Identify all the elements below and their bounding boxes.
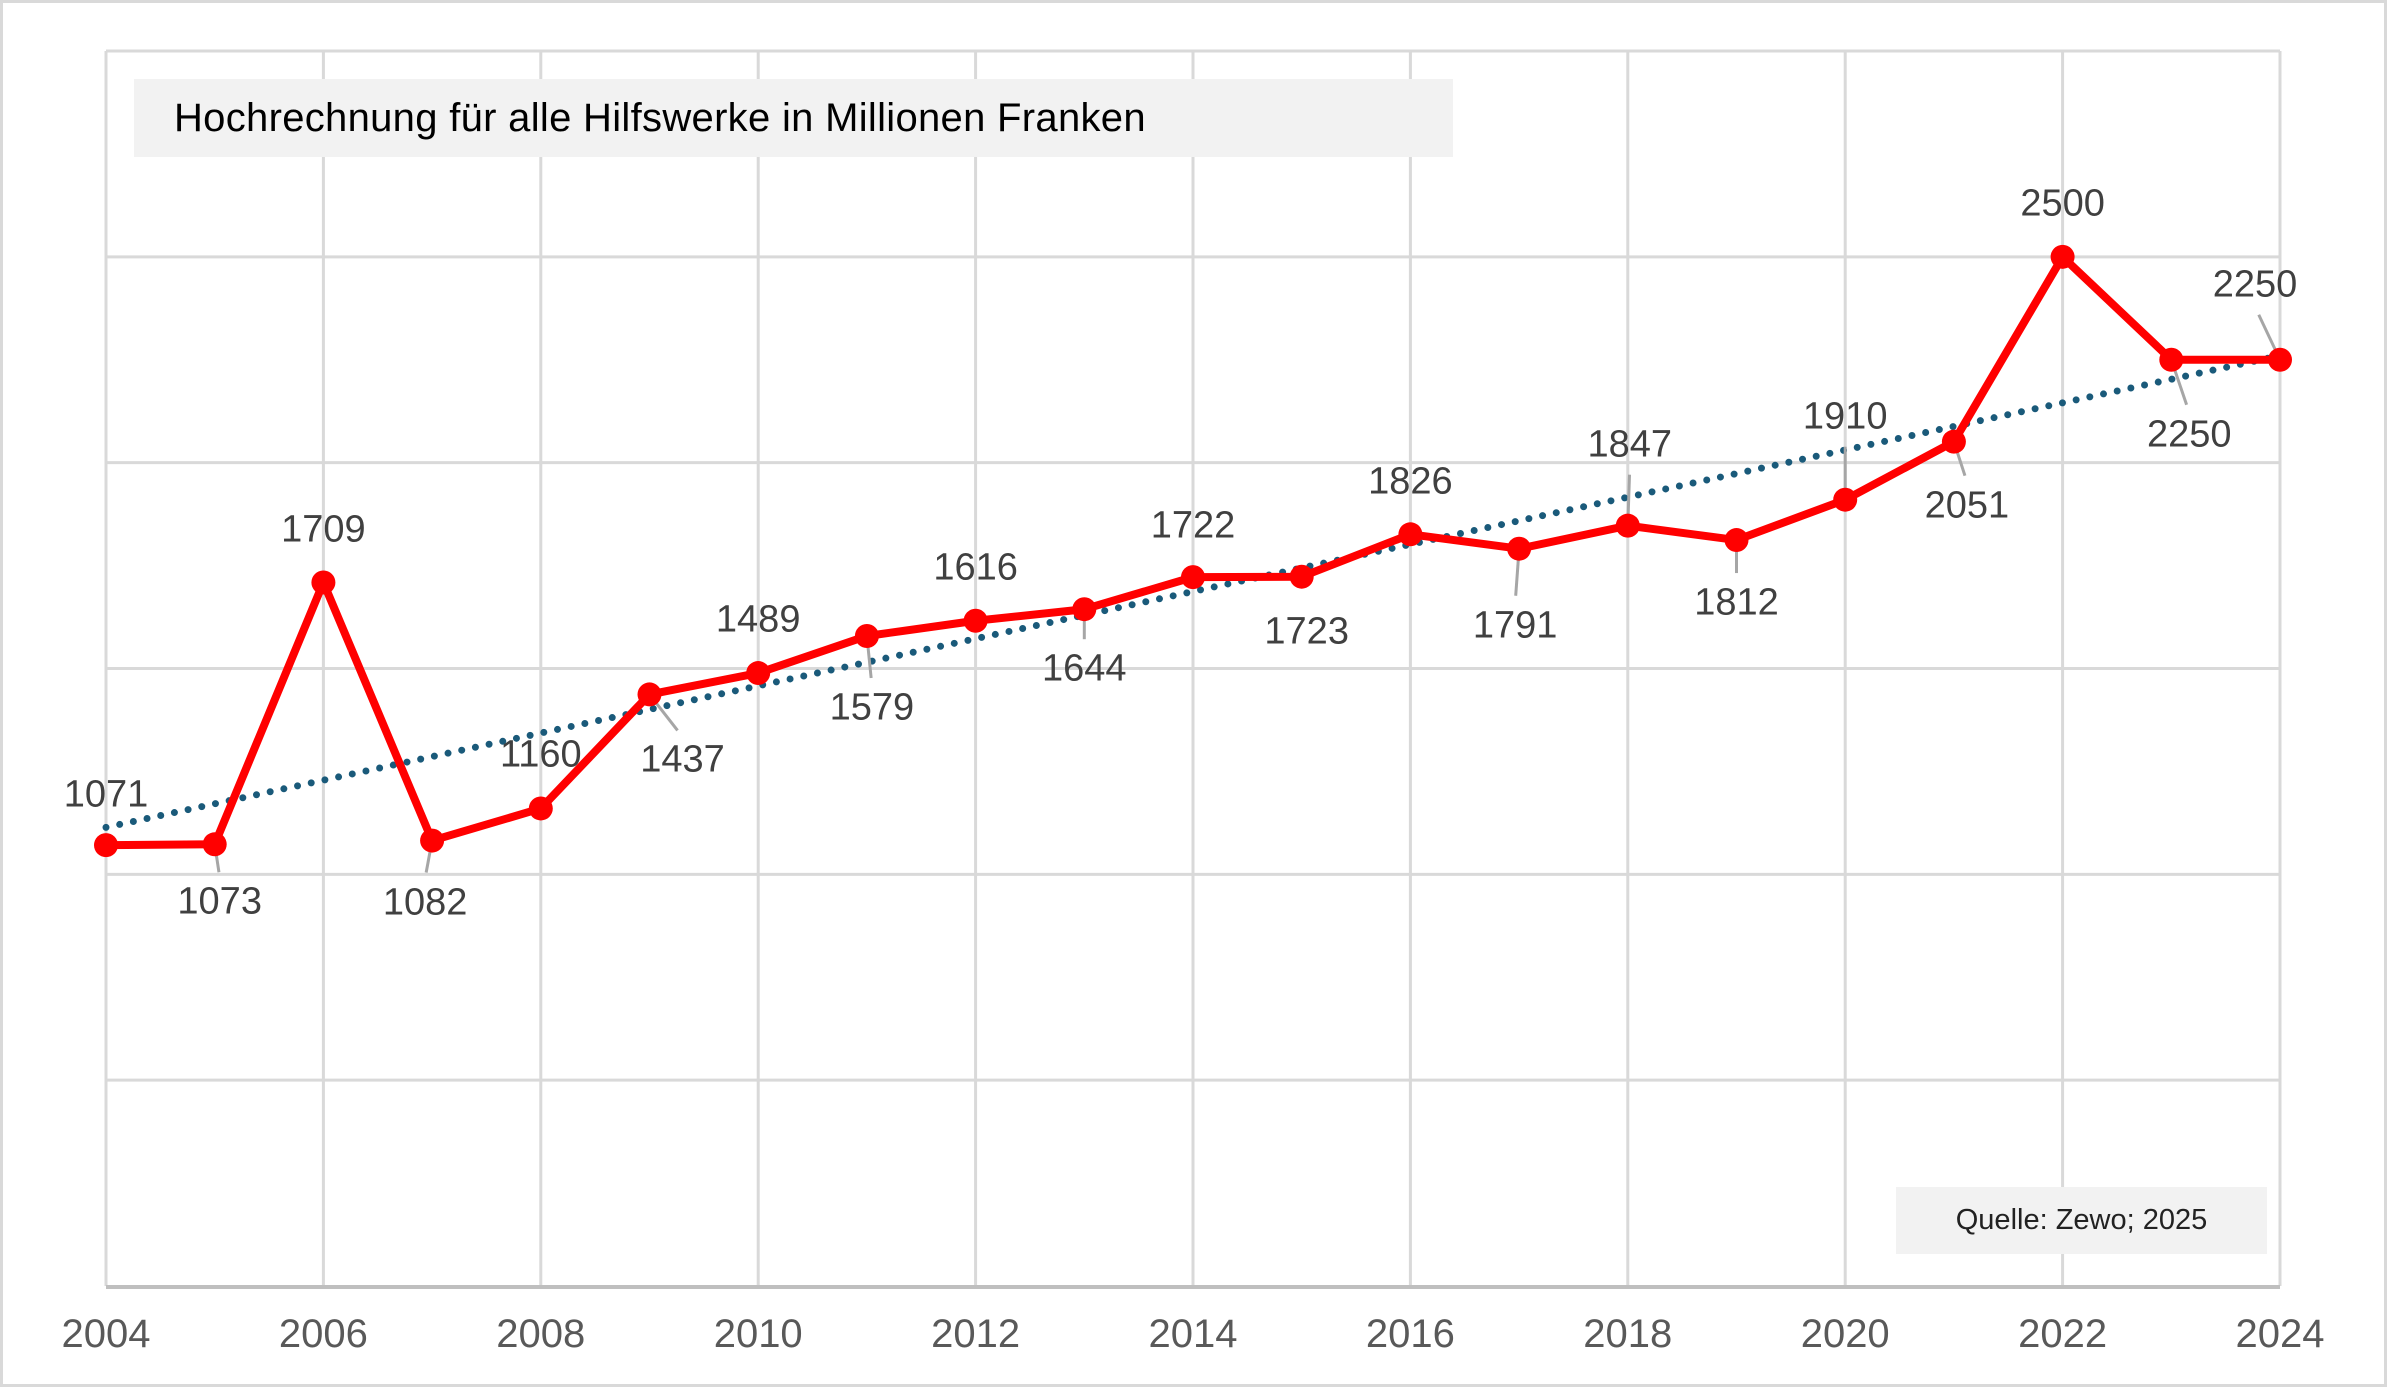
data-point-marker (1615, 513, 1640, 538)
x-tick-label: 2020 (1800, 1312, 1890, 1356)
chart-title: Hochrechnung für alle Hilfswerke in Mill… (174, 96, 1146, 140)
data-label: 1826 (1368, 460, 1453, 503)
data-point-marker (963, 608, 988, 633)
data-label: 2250 (2147, 413, 2232, 456)
chart-title-box: Hochrechnung für alle Hilfswerke in Mill… (134, 79, 1453, 157)
x-tick-label: 2006 (278, 1312, 368, 1356)
data-point-marker (2159, 347, 2184, 372)
data-point-marker (1833, 487, 1858, 512)
data-point-marker (1398, 522, 1423, 547)
data-point-marker (528, 796, 553, 821)
data-label: 1791 (1472, 604, 1558, 647)
data-point-marker (2268, 347, 2292, 372)
source-note: Quelle: Zewo; 2025 (1955, 1204, 2208, 1236)
x-tick-label: 2008 (496, 1312, 586, 1356)
data-point-marker (2050, 244, 2075, 269)
data-label: 1616 (933, 546, 1018, 589)
data-point-marker (746, 661, 771, 686)
x-tick-label: 2010 (713, 1312, 803, 1356)
data-point-marker (1072, 597, 1097, 622)
data-point-marker (311, 570, 336, 595)
x-tick-label: 2018 (1583, 1312, 1673, 1356)
x-tick-label: 2004 (61, 1312, 151, 1356)
data-point-marker (1289, 564, 1314, 589)
x-tick-label: 2024 (2235, 1312, 2325, 1356)
data-label: 1723 (1264, 610, 1349, 653)
data-label: 2051 (1924, 484, 2010, 527)
data-label: 1644 (1042, 647, 1127, 690)
source-box: Quelle: Zewo; 2025 (1896, 1187, 2267, 1254)
data-point-marker (1724, 528, 1749, 553)
data-label: 2250 (2212, 263, 2298, 306)
data-label: 1847 (1587, 423, 1673, 466)
data-label: 1579 (829, 686, 915, 729)
data-label: 1489 (715, 598, 801, 641)
x-tick-label: 2012 (931, 1312, 1021, 1356)
data-label: 1071 (63, 773, 149, 816)
data-label: 1722 (1150, 504, 1236, 547)
data-point-marker (854, 623, 879, 648)
data-label: 2500 (2020, 182, 2105, 225)
data-point-marker (1507, 536, 1532, 561)
data-label: 1082 (382, 881, 468, 924)
data-label: 1709 (281, 508, 366, 551)
data-point-marker (1941, 429, 1966, 454)
x-tick-label: 2022 (2018, 1312, 2108, 1356)
data-point-marker (202, 832, 227, 857)
data-point-marker (94, 833, 118, 858)
data-label: 1073 (177, 880, 262, 923)
data-label: 1437 (640, 738, 725, 781)
data-label: 1910 (1802, 395, 1888, 438)
data-point-marker (637, 682, 662, 707)
data-point-marker (420, 828, 445, 853)
data-label: 1812 (1694, 581, 1779, 624)
data-label: 1160 (499, 733, 582, 776)
data-point-marker (1181, 565, 1205, 590)
x-tick-label: 2016 (1365, 1312, 1455, 1356)
x-tick-label: 2014 (1148, 1312, 1238, 1356)
